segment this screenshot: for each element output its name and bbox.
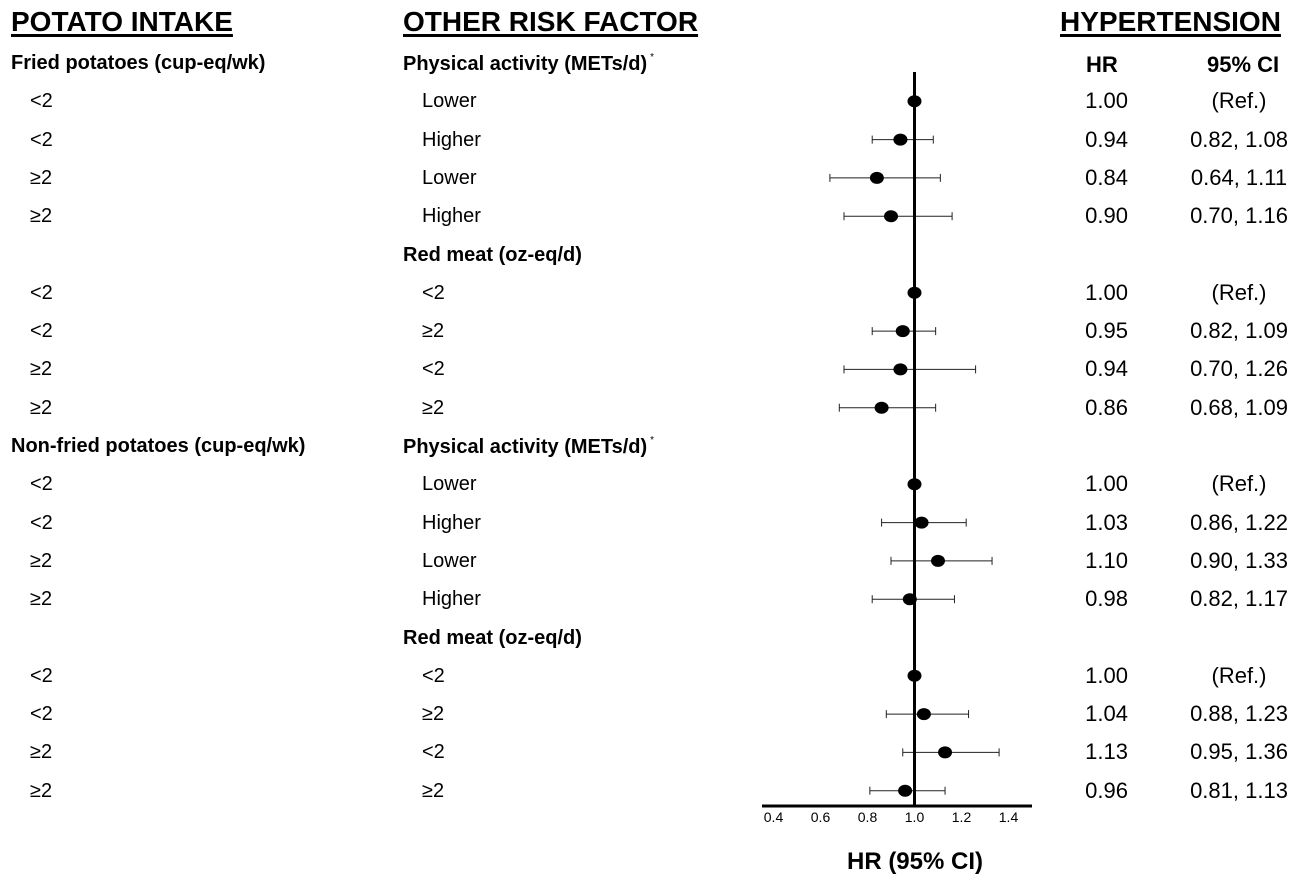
potato-level: <2 [30,664,53,687]
hr-point [914,516,929,529]
ci-value: 0.70, 1.26 [1190,356,1288,382]
hr-point [898,784,913,797]
ci-value: (Ref.) [1211,279,1267,305]
potato-level: <2 [30,511,53,534]
header-hypertension: HYPERTENSION [1060,6,1281,37]
ci-value: 0.82, 1.09 [1190,318,1288,344]
potato-level: ≥2 [30,588,53,611]
hr-value: 0.84 [1085,164,1128,190]
hr-value: 0.94 [1085,126,1128,152]
hr-value: 1.00 [1085,88,1128,114]
hr-point [938,746,953,759]
potato-section-label: Fried potatoes (cup-eq/wk) [11,52,266,74]
ci-value: (Ref.) [1211,662,1267,688]
potato-level: <2 [30,128,53,151]
x-tick-label: 1.0 [905,809,925,825]
ci-column-header: 95% CI [1207,52,1280,77]
risk-factor-level: Lower [422,549,477,572]
ci-value: (Ref.) [1211,88,1267,114]
risk-factor-level: Lower [422,90,477,113]
header-other-risk-factor: OTHER RISK FACTOR [403,6,699,37]
asterisk-footnote-mark: * [650,435,655,446]
potato-level: <2 [30,281,53,304]
x-tick-label: 0.8 [858,809,878,825]
risk-factor-level: ≥2 [422,703,445,726]
hr-point [893,363,908,376]
risk-factor-level: <2 [422,358,445,381]
risk-factor-level: Lower [422,166,477,189]
ci-value: 0.68, 1.09 [1190,394,1288,420]
potato-level: ≥2 [30,358,53,381]
potato-level: <2 [30,320,53,343]
x-tick-label: 0.4 [764,809,784,825]
risk-factor-level: Lower [422,473,477,496]
risk-factor-level: Higher [422,588,481,611]
ci-value: 0.70, 1.16 [1190,203,1288,229]
x-axis-label: HR (95% CI) [846,848,984,875]
risk-factor-level: <2 [422,281,445,304]
hr-value: 1.13 [1085,739,1128,765]
hr-point [931,554,945,567]
risk-factor-level: <2 [422,664,445,687]
ci-value: (Ref.) [1211,471,1267,497]
risk-factor-level: Higher [422,511,481,534]
ci-value: 0.81, 1.13 [1190,777,1288,803]
hr-value: 0.98 [1085,586,1128,612]
potato-level: <2 [30,703,53,726]
hr-value: 0.94 [1085,356,1128,382]
asterisk-footnote-mark: * [650,52,655,63]
risk-factor-section-label: Physical activity (METs/d) * [403,435,655,458]
ci-value: 0.90, 1.33 [1190,547,1288,573]
hr-value: 1.00 [1085,279,1128,305]
potato-level: ≥2 [30,166,53,189]
hr-point [916,708,931,721]
risk-factor-level: <2 [422,741,445,764]
hr-column-header: HR [1086,52,1118,77]
potato-level: <2 [30,473,53,496]
hr-value: 0.96 [1085,777,1128,803]
potato-level: ≥2 [30,549,53,572]
hr-point [893,133,908,146]
x-tick-label: 0.6 [811,809,831,825]
potato-level: ≥2 [30,741,53,764]
hr-value: 0.90 [1085,203,1128,229]
risk-factor-level: Higher [422,205,481,228]
potato-level: ≥2 [30,779,53,802]
x-tick-label: 1.2 [952,809,972,825]
potato-section-label: Non-fried potatoes (cup-eq/wk) [11,435,306,457]
risk-factor-section-label: Red meat (oz-eq/d) [403,243,582,266]
hr-value: 1.10 [1085,547,1128,573]
hr-value: 0.86 [1085,394,1128,420]
hr-value: 1.00 [1085,662,1128,688]
risk-factor-level: ≥2 [422,396,445,419]
risk-factor-section-label: Red meat (oz-eq/d) [403,626,582,649]
risk-factor-level: ≥2 [422,779,445,802]
hr-value: 1.04 [1085,701,1128,727]
ci-value: 0.82, 1.17 [1190,586,1288,612]
risk-factor-level: Higher [422,128,481,151]
hr-value: 1.00 [1085,471,1128,497]
x-tick-label: 1.4 [999,809,1019,825]
ci-value: 0.86, 1.22 [1190,509,1288,535]
risk-factor-section-label: Physical activity (METs/d) * [403,52,655,75]
potato-level: <2 [30,90,53,113]
hr-value: 1.03 [1085,509,1128,535]
ci-value: 0.95, 1.36 [1190,739,1288,765]
hr-point [869,171,884,184]
ci-value: 0.82, 1.08 [1190,126,1288,152]
risk-factor-level: ≥2 [422,320,445,343]
ci-value: 0.88, 1.23 [1190,701,1288,727]
hr-point [884,210,898,223]
header-potato-intake: POTATO INTAKE [11,6,233,37]
hr-value: 0.95 [1085,318,1128,344]
potato-level: ≥2 [30,205,53,228]
ci-value: 0.64, 1.11 [1190,164,1288,190]
potato-level: ≥2 [30,396,53,419]
hr-point [895,325,910,338]
hr-point [874,401,889,414]
